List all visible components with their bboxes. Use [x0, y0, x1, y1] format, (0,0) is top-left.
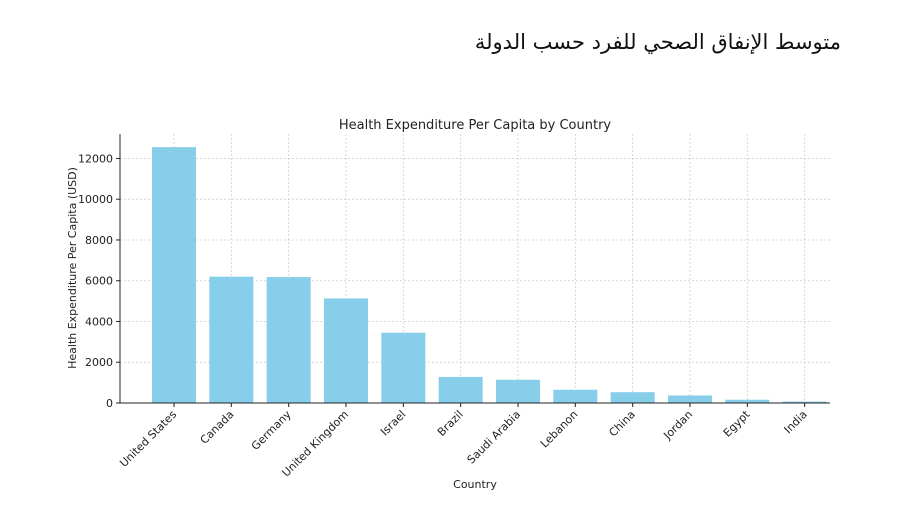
bar: [152, 147, 196, 403]
bar: [668, 395, 712, 403]
y-tick-label: 10000: [78, 193, 113, 206]
x-tick-label: Jordan: [660, 408, 695, 443]
bar: [381, 332, 426, 403]
page-title: متوسط الإنفاق الصحي للفرد حسب الدولة: [474, 30, 841, 54]
bar: [496, 379, 540, 403]
chart-title: Health Expenditure Per Capita by Country: [339, 118, 612, 133]
x-tick-label: Saudi Arabia: [465, 408, 524, 467]
bar: [725, 399, 770, 403]
bar: [324, 298, 368, 403]
y-tick-label: 2000: [85, 356, 113, 369]
x-tick-label: United States: [117, 408, 179, 470]
bar: [782, 401, 827, 403]
x-axis-label: Country: [453, 478, 497, 491]
y-tick-label: 12000: [78, 152, 113, 165]
x-tick-label: Brazil: [435, 408, 466, 439]
y-tick-label: 8000: [85, 234, 113, 247]
bar: [209, 276, 254, 403]
bar: [553, 389, 598, 403]
bar: [438, 376, 483, 403]
y-tick-label: 4000: [85, 315, 113, 328]
x-tick-label: China: [606, 408, 637, 439]
x-tick-label: Israel: [378, 408, 408, 438]
x-tick-label: India: [782, 408, 810, 436]
x-tick-label: Egypt: [721, 407, 753, 439]
bar: [266, 277, 311, 403]
y-tick-label: 0: [106, 397, 113, 410]
y-tick-label: 6000: [85, 275, 113, 288]
y-axis-label: Health Expenditure Per Capita (USD): [66, 167, 79, 369]
x-tick-label: Germany: [249, 408, 294, 453]
bar: [610, 392, 655, 403]
x-tick-label: Canada: [198, 408, 237, 447]
bars: [152, 147, 827, 403]
x-tick-label: Lebanon: [538, 408, 581, 451]
